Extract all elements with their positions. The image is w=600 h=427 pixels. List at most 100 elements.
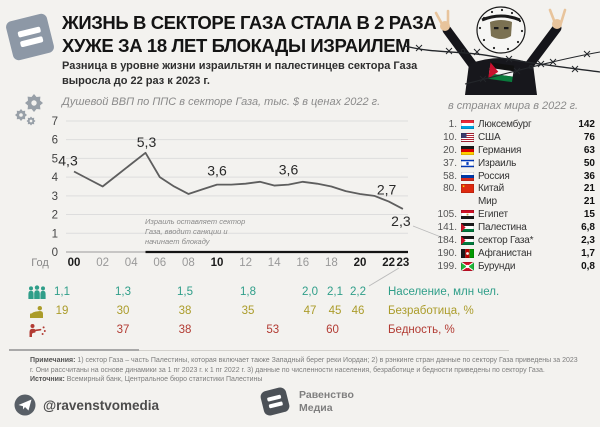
x-tick: 00 bbox=[68, 257, 81, 269]
blockade-annotation: Газа, вводит санкции и bbox=[145, 227, 228, 236]
y-tick: 6 bbox=[52, 135, 58, 147]
victory-hand-right-icon bbox=[548, 8, 567, 29]
gdp-value: 21 bbox=[583, 196, 595, 208]
country-ranking-list: 1. Люксембург 142 10. США 76 20. Германия 63 37. И… bbox=[432, 118, 595, 273]
gdp-value: 76 bbox=[583, 131, 595, 143]
footer-divider bbox=[9, 350, 509, 351]
y-tick: 0 bbox=[52, 247, 58, 259]
flag-cell bbox=[461, 119, 478, 129]
country-name: Афганистан bbox=[478, 247, 532, 259]
equality-logo-icon bbox=[4, 12, 56, 62]
rank-number: 105. bbox=[437, 209, 457, 221]
callout-line-2023-column bbox=[368, 267, 400, 287]
flag-palestine-icon bbox=[461, 235, 474, 245]
country-name: США bbox=[478, 131, 501, 143]
gdp-value: 142 bbox=[578, 118, 595, 130]
gdp-value: 15 bbox=[583, 209, 595, 221]
flag-afghanistan-icon bbox=[461, 248, 474, 258]
country-name: Германия bbox=[478, 144, 522, 156]
indicator-value: 60 bbox=[326, 324, 339, 336]
gaza-person-illustration bbox=[405, 6, 600, 95]
blockade-annotation: Израиль оставляет сектор bbox=[145, 217, 245, 226]
flag-egypt-icon bbox=[461, 210, 474, 220]
x-tick: 18 bbox=[325, 257, 338, 269]
source-label: Источник: bbox=[30, 376, 65, 383]
source-text: Всемирный банк, Центральное бюро статист… bbox=[66, 376, 263, 383]
flag-cell bbox=[461, 261, 478, 271]
flag-cell bbox=[461, 145, 478, 155]
chart-title: Душевой ВВП по ППС в секторе Газа, тыс. … bbox=[62, 96, 381, 108]
y-tick: 2 bbox=[52, 210, 58, 222]
rank-number: 10. bbox=[443, 131, 457, 143]
unemployment-icon bbox=[27, 304, 47, 319]
rank-number: 58. bbox=[443, 170, 457, 182]
indicator-value: 38 bbox=[178, 324, 192, 336]
y-tick: 5 bbox=[52, 153, 58, 165]
x-tick: 02 bbox=[96, 257, 109, 269]
indicator-value: 30 bbox=[116, 305, 130, 317]
indicator-value: 53 bbox=[266, 324, 280, 336]
poverty-icon bbox=[27, 323, 47, 338]
country-name: Россия bbox=[478, 170, 510, 182]
ranking-row: 58. Россия 36 bbox=[432, 170, 595, 183]
flag-luxembourg-icon bbox=[461, 119, 474, 129]
data-point-label: 2,3 bbox=[391, 213, 411, 229]
barbed-wire bbox=[464, 51, 600, 85]
x-tick: 16 bbox=[296, 257, 309, 269]
flag-israel-icon bbox=[461, 158, 474, 168]
gears-icon bbox=[15, 94, 43, 126]
ranking-row: Мир 21 bbox=[432, 195, 595, 208]
country-name: Палестина bbox=[478, 222, 527, 234]
indicator-value: 45 bbox=[328, 305, 342, 317]
source-line: Источник: Всемирный банк, Центральное бю… bbox=[30, 376, 262, 383]
x-tick: 23 bbox=[397, 257, 410, 269]
data-point-label: 2,7 bbox=[377, 181, 397, 197]
y-tick: 1 bbox=[52, 228, 58, 240]
country-name: Египет bbox=[478, 209, 508, 221]
population-icon bbox=[27, 285, 47, 300]
y-tick: 4 bbox=[52, 172, 59, 184]
indicator-value: 1,3 bbox=[115, 286, 131, 298]
country-name: Израиль bbox=[478, 157, 517, 169]
flag-usa-icon bbox=[461, 132, 474, 142]
y-tick: 7 bbox=[52, 116, 58, 128]
ranking-row: 1. Люксембург 142 bbox=[432, 118, 595, 131]
flag-cell bbox=[461, 132, 478, 142]
equality-logo-icon bbox=[259, 386, 291, 417]
gdp-line-series bbox=[73, 151, 404, 210]
ranking-row: 199. Бурунди 0,8 bbox=[432, 260, 595, 273]
gdp-value: 50 bbox=[583, 157, 595, 169]
flag-cell bbox=[461, 158, 478, 168]
country-name: Бурунди bbox=[478, 260, 516, 272]
indicator-value: 2,1 bbox=[327, 286, 343, 298]
data-point-label: 3,6 bbox=[207, 163, 227, 179]
indicator-value: 2,0 bbox=[302, 286, 318, 298]
flag-cell bbox=[461, 210, 478, 220]
rank-number: 141. bbox=[437, 222, 457, 234]
x-tick: 12 bbox=[239, 257, 252, 269]
gdp-value: 0,8 bbox=[581, 260, 595, 272]
x-axis-title: Год bbox=[31, 257, 49, 269]
telegram-handle[interactable]: @ravenstvomedia bbox=[43, 397, 159, 413]
footer-divider-accent bbox=[9, 349, 139, 351]
indicator-value: 47 bbox=[303, 305, 317, 317]
country-name: сектор Газа* bbox=[478, 234, 534, 246]
barbed-wire bbox=[405, 45, 600, 73]
telegram-link[interactable]: @ravenstvomedia bbox=[14, 394, 159, 416]
x-tick: 08 bbox=[182, 257, 195, 269]
brand-name: Равенство Медиа bbox=[299, 389, 354, 414]
x-tick: 20 bbox=[354, 257, 367, 269]
flag-burundi-icon bbox=[461, 261, 474, 271]
victory-hand-left-icon bbox=[434, 9, 450, 31]
x-tick: 22 bbox=[382, 257, 395, 269]
notes-text: 1) сектор Газа – часть Палестины, котора… bbox=[30, 357, 578, 375]
x-tick: 04 bbox=[125, 257, 138, 269]
indicator-value: 46 bbox=[351, 305, 365, 317]
indicator-label: Бедность, % bbox=[388, 324, 455, 336]
gdp-value: 21 bbox=[583, 183, 595, 195]
ranking-row: 184. сектор Газа* 2,3 bbox=[432, 234, 595, 247]
rank-number: 1. bbox=[448, 118, 457, 130]
title-line1: ЖИЗНЬ В СЕКТОРЕ ГАЗА СТАЛА В 2 РАЗА bbox=[62, 12, 437, 33]
flag-palestine-icon bbox=[461, 223, 474, 233]
